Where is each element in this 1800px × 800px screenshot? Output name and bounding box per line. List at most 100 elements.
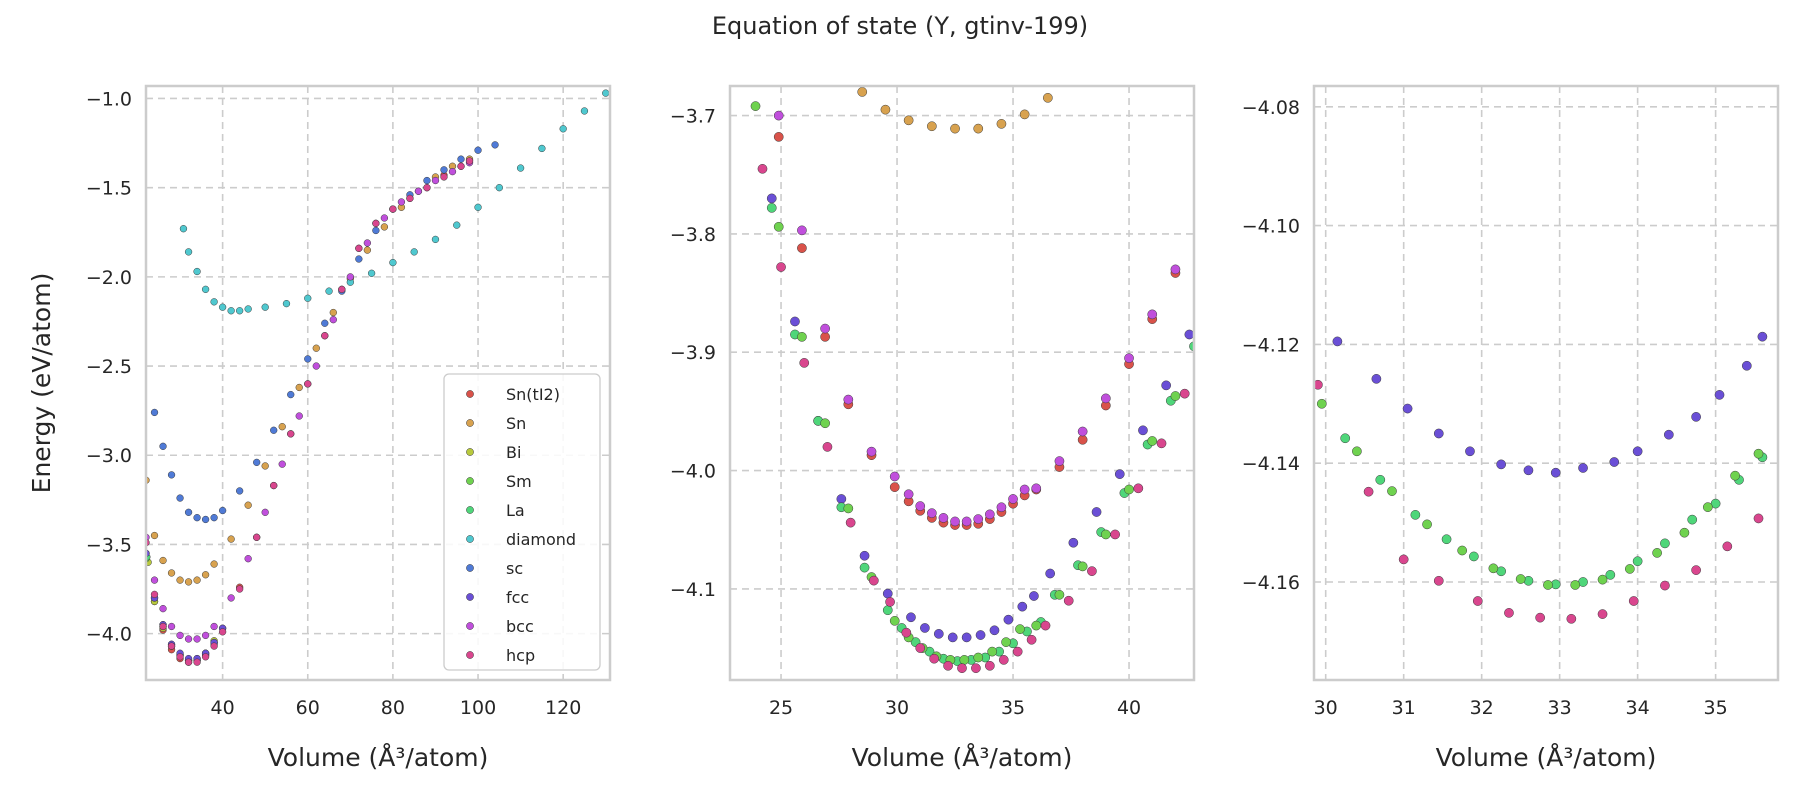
- data-point: [1632, 446, 1643, 457]
- data-point: [1156, 438, 1167, 449]
- data-point: [1019, 484, 1030, 495]
- data-point: [1488, 563, 1499, 574]
- data-point: [1031, 620, 1042, 631]
- data-point: [227, 594, 235, 602]
- data-point: [167, 471, 176, 479]
- data-point: [750, 101, 761, 111]
- data-point: [159, 556, 167, 565]
- data-point: [201, 515, 210, 524]
- data-point: [926, 121, 937, 132]
- data-point: [1691, 565, 1701, 575]
- data-point: [389, 258, 397, 267]
- legend-label: Sn(tI2): [506, 385, 560, 404]
- data-point: [150, 408, 159, 417]
- data-point: [1015, 624, 1025, 634]
- y-tick-label: −4.10: [1242, 216, 1300, 238]
- data-point: [244, 555, 252, 563]
- data-point: [868, 575, 879, 586]
- data-point: [406, 194, 414, 203]
- series-sc: [150, 141, 499, 524]
- data-point: [287, 430, 295, 438]
- legend-marker: [466, 419, 474, 427]
- data-point: [1566, 613, 1577, 624]
- data-point: [410, 248, 418, 256]
- data-point: [201, 631, 210, 640]
- legend-marker: [466, 651, 474, 659]
- data-point: [906, 612, 916, 623]
- legend-label: Sn: [506, 414, 526, 433]
- data-point: [184, 578, 193, 586]
- data-point: [367, 269, 376, 277]
- data-point: [295, 383, 303, 392]
- data-point: [1523, 465, 1534, 476]
- data-point: [287, 390, 295, 399]
- data-point: [822, 442, 833, 452]
- data-point: [1597, 574, 1608, 585]
- data-point: [1179, 388, 1190, 399]
- y-axis-label: Energy (eV/atom): [27, 273, 56, 494]
- data-point: [957, 663, 967, 674]
- data-point: [1472, 596, 1483, 606]
- data-point: [1026, 634, 1037, 645]
- data-point: [495, 184, 503, 192]
- series-Sn: [857, 87, 1053, 134]
- plot-area-2: [730, 86, 1194, 680]
- data-point: [1371, 373, 1382, 384]
- x-tick-label: 120: [545, 697, 581, 719]
- series-Sn: [146, 155, 474, 586]
- data-point: [1340, 433, 1351, 444]
- data-point: [1457, 545, 1468, 556]
- y-tick-label: −3.7: [670, 106, 716, 128]
- data-point: [176, 653, 184, 661]
- data-point: [1314, 379, 1323, 390]
- data-point: [961, 632, 972, 643]
- data-point: [201, 571, 210, 579]
- data-point: [1422, 519, 1432, 530]
- y-tick-label: −3.9: [670, 342, 716, 364]
- data-point: [1387, 486, 1397, 496]
- data-point: [516, 164, 525, 172]
- axes-frame: [144, 84, 612, 682]
- series-diamond: [179, 89, 610, 315]
- data-point: [210, 622, 218, 631]
- data-point: [1660, 580, 1670, 591]
- data-point: [1535, 612, 1546, 623]
- data-point: [1496, 459, 1507, 470]
- data-point: [1077, 434, 1088, 445]
- data-point: [885, 597, 895, 607]
- data-point: [889, 615, 900, 626]
- data-point: [857, 87, 868, 97]
- data-point: [1663, 429, 1674, 440]
- x-tick-label: 25: [769, 697, 793, 719]
- data-point: [261, 462, 269, 470]
- x-tick-label: 30: [885, 697, 909, 719]
- data-point: [150, 590, 159, 599]
- data-point: [159, 622, 167, 631]
- data-point: [1012, 646, 1023, 657]
- data-point: [282, 299, 291, 308]
- x-tick-label: 35: [1001, 697, 1025, 719]
- data-point: [1504, 608, 1514, 618]
- data-point: [1045, 568, 1056, 579]
- legend-label: fcc: [506, 588, 529, 607]
- data-point: [1469, 551, 1479, 562]
- data-point: [1363, 486, 1374, 497]
- x-tick-label: 35: [1704, 697, 1728, 719]
- data-point: [193, 514, 201, 522]
- data-point: [1785, 412, 1794, 421]
- data-point: [167, 569, 176, 577]
- data-point: [843, 503, 854, 514]
- data-point: [971, 663, 981, 674]
- data-point: [984, 660, 995, 671]
- data-point: [346, 273, 354, 281]
- data-point: [843, 394, 854, 405]
- data-point: [1008, 494, 1018, 504]
- y-tick-label: −3.8: [670, 224, 716, 246]
- data-point: [474, 203, 482, 211]
- data-point: [959, 655, 970, 665]
- y-tick-label: −2.0: [86, 267, 132, 289]
- data-point: [1691, 412, 1701, 422]
- data-point: [1433, 575, 1444, 586]
- data-point: [1100, 529, 1111, 540]
- data-point: [1570, 580, 1581, 590]
